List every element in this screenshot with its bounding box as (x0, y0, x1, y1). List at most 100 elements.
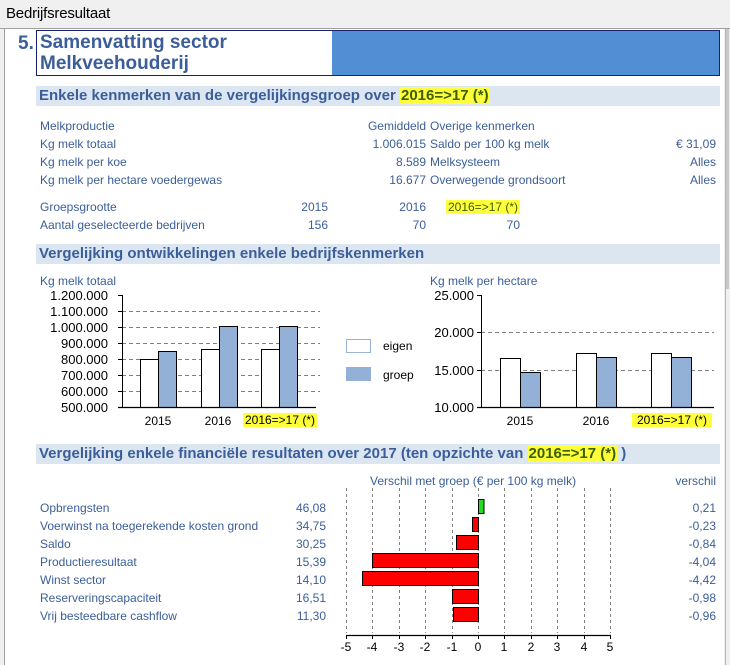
row-diff-productieresultaat: -4,04 (688, 555, 716, 569)
x-tick: 5 (606, 640, 614, 654)
legend-label-groep: groep (383, 368, 414, 382)
section-header-kenmerken: Enkele kenmerken van de vergelijkingsgro… (36, 86, 720, 106)
row-diff-winst-sector: -4,42 (688, 573, 716, 587)
row-label-saldo: Saldo (40, 537, 71, 551)
x-label-2016: 2016 (204, 414, 232, 428)
x-tick: 1 (500, 640, 508, 654)
legend-swatch-groep (346, 367, 371, 381)
row-value-opbrengsten: 46,08 (295, 501, 326, 515)
y-tick: 800.000 (61, 352, 108, 367)
y-tick: 1.100.000 (50, 304, 108, 319)
bar-eigen-2016 (576, 353, 597, 408)
y-tick: 700.000 (61, 368, 108, 383)
x-tick: -1 (446, 640, 458, 654)
vertical-scrollbar[interactable] (725, 29, 730, 665)
row-diff-opbrengsten: 0,21 (692, 501, 716, 515)
bar-eigen-2016 (201, 349, 220, 408)
bar-groep-2016 (219, 326, 238, 408)
gemiddeld-label: Gemiddeld (367, 119, 426, 133)
row-label-opbrengsten: Opbrengsten (40, 501, 110, 515)
x-tick: -3 (393, 640, 405, 654)
aantal-2016: 70 (412, 218, 426, 232)
title-box (36, 30, 332, 76)
y-tick: 900.000 (61, 336, 108, 351)
y-tick: 1.000.000 (50, 320, 108, 335)
title-banner (332, 30, 720, 76)
section-title-suffix: ) (617, 445, 627, 462)
x-label-2015: 2015 (144, 414, 172, 428)
highlight-period: 2016=>17 (*) (527, 445, 618, 462)
section-header-financieel: Vergelijking enkele financiële resultate… (36, 444, 720, 464)
grondsoort-value: Alles (689, 173, 716, 187)
kg-melk-totaal-value: 1.006.015 (372, 137, 426, 151)
groepsgrootte-label: Groepsgrootte (40, 200, 117, 214)
kg-melk-per-koe-label: Kg melk per koe (40, 155, 127, 169)
bar-groep-2016-17 (671, 357, 692, 408)
row-label-voerwinst: Voerwinst na toegerekende kosten grond (40, 519, 259, 533)
bar-reserveringscapaciteit (452, 589, 479, 604)
kg-melk-totaal-label: Kg melk totaal (40, 137, 117, 151)
bar-groep-2015 (158, 351, 177, 408)
chart-title-kg-melk-per-hectare: Kg melk per hectare (430, 274, 538, 288)
row-diff-saldo: -0,84 (688, 537, 716, 551)
y-tick: 500.000 (61, 400, 108, 415)
aantal-2015: 156 (307, 218, 328, 232)
verschil-header: verschil (675, 474, 716, 488)
x-tick: -4 (366, 640, 378, 654)
section-title-text: Enkele kenmerken van de vergelijkingsgro… (39, 87, 400, 104)
page-title-line1: Samenvatting sector (40, 32, 227, 53)
bar-eigen-2016-17 (651, 353, 672, 408)
y-tick: 1.200.000 (50, 288, 108, 303)
scrollbar-thumb[interactable] (726, 29, 729, 289)
y-tick: 20.000 (434, 325, 474, 340)
aantal-bedrijven-label: Aantal geselecteerde bedrijven (40, 218, 205, 232)
bar-eigen-2015 (500, 358, 521, 408)
chart-kg-melk-per-hectare (477, 295, 714, 409)
bar-eigen-2016-17 (261, 349, 280, 408)
saldo-label: Saldo per 100 kg melk (430, 137, 550, 151)
x-tick: -2 (419, 640, 431, 654)
kg-melk-per-koe-value: 8.589 (395, 155, 426, 169)
groep-col-2016-17: 2016=>17 (*) (446, 200, 521, 214)
chart-header-verschil: Verschil met groep (€ per 100 kg melk) (370, 474, 577, 488)
groep-col-2015: 2015 (301, 200, 328, 214)
x-label-2016: 2016 (582, 414, 610, 428)
bar-cashflow (453, 607, 479, 622)
row-value-voerwinst: 34,75 (295, 519, 326, 533)
x-tick: 2 (527, 640, 535, 654)
melksysteem-value: Alles (689, 155, 716, 169)
row-value-saldo: 30,25 (295, 537, 326, 551)
x-tick: 3 (553, 640, 561, 654)
chart-verschil-met-groep (346, 488, 611, 639)
section-number: 5. (18, 33, 34, 54)
grondsoort-label: Overwegende grondsoort (430, 173, 566, 187)
title-divider (0, 28, 730, 29)
bar-groep-2016-17 (279, 326, 298, 408)
melkproductie-label: Melkproductie (40, 119, 115, 133)
row-diff-reserveringscapaciteit: -0,98 (688, 591, 716, 605)
x-tick: 0 (474, 640, 482, 654)
melksysteem-label: Melksysteem (430, 155, 501, 169)
row-value-productieresultaat: 15,39 (295, 555, 326, 569)
kg-melk-per-hectare-label: Kg melk per hectare voedergewas (40, 173, 223, 187)
y-tick: 15.000 (434, 363, 474, 378)
kg-melk-per-hectare-value: 16.677 (389, 173, 426, 187)
row-label-productieresultaat: Productieresultaat (40, 555, 137, 569)
row-label-reserveringscapaciteit: Reserveringscapaciteit (40, 591, 162, 605)
highlight-period: 2016=>17 (*) (400, 87, 490, 104)
bar-groep-2016 (596, 357, 617, 408)
groep-col-2016: 2016 (399, 200, 426, 214)
x-label-2015: 2015 (506, 414, 534, 428)
x-tick: -5 (340, 640, 352, 654)
bar-saldo (456, 535, 479, 550)
x-label-2016-17: 2016=>17 (*) (243, 413, 317, 427)
aantal-2016-17: 70 (506, 218, 520, 232)
overige-kenmerken-label: Overige kenmerken (430, 119, 535, 133)
page-title: Samenvatting sector Melkveehouderij (40, 32, 227, 74)
bar-opbrengsten (478, 499, 485, 514)
row-value-winst-sector: 14,10 (295, 573, 326, 587)
window-title: Bedrijfsresultaat (6, 5, 111, 22)
bar-winst-sector (362, 571, 479, 586)
bar-eigen-2015 (140, 359, 159, 408)
y-tick: 10.000 (434, 400, 474, 415)
